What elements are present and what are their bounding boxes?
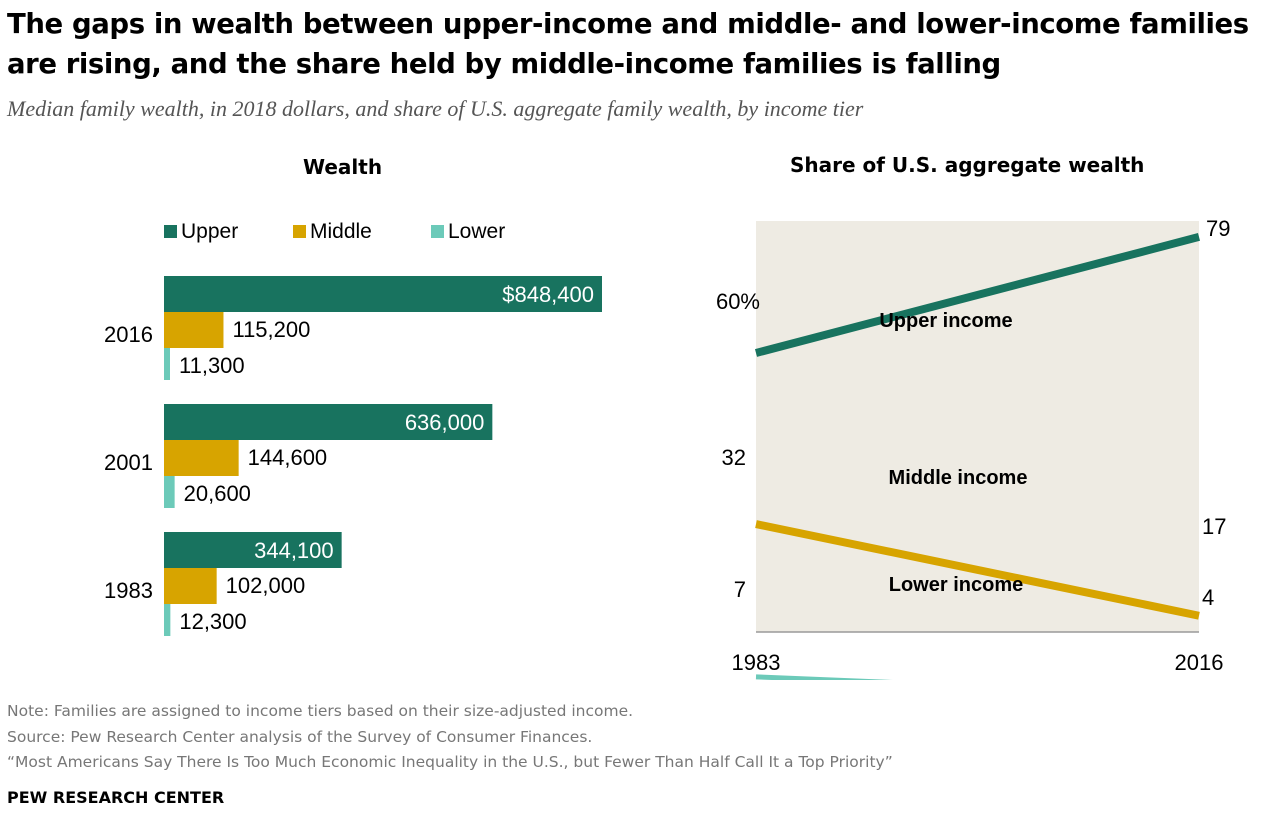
series-label-lower: Lower income bbox=[889, 574, 1023, 596]
bar-middle bbox=[164, 568, 217, 604]
wealth-panel-title: Wealth bbox=[303, 155, 383, 179]
chart-title: The gaps in wealth between upper-income … bbox=[7, 8, 1249, 80]
report-title-text: “Most Americans Say There Is Too Much Ec… bbox=[7, 753, 893, 771]
plot-background bbox=[756, 221, 1199, 632]
legend-item-lower: Lower bbox=[431, 219, 505, 245]
bar-value-label: 636,000 bbox=[405, 410, 485, 435]
line-start-value: 7 bbox=[734, 577, 746, 602]
bar-value-label: 11,300 bbox=[179, 353, 245, 378]
bar-lower bbox=[164, 604, 171, 636]
share-panel-title: Share of U.S. aggregate wealth bbox=[790, 153, 1145, 177]
bar-middle bbox=[164, 312, 224, 348]
notes: Note: Families are assigned to income ti… bbox=[7, 699, 893, 776]
bar-lower bbox=[164, 476, 175, 508]
x-tick-label: 2016 bbox=[1175, 650, 1224, 675]
note-text: Note: Families are assigned to income ti… bbox=[7, 702, 634, 720]
line-end-value: 17 bbox=[1202, 514, 1226, 539]
line-end-value: 79 bbox=[1206, 216, 1230, 241]
legend-swatch-middle bbox=[293, 225, 306, 238]
bar-upper bbox=[164, 404, 493, 440]
wealth-bar-chart: 2016 $848,400 115,200 11,300 2001 636,000 144,… bbox=[104, 276, 602, 636]
bar-category-label: 2001 bbox=[104, 450, 153, 475]
line-middle bbox=[755, 520, 1200, 620]
bar-category-label: 2016 bbox=[104, 322, 153, 347]
line-start-value: 60% bbox=[716, 289, 760, 314]
line-upper bbox=[754, 233, 1201, 357]
bar-value-label: 344,100 bbox=[254, 538, 334, 563]
share-line-chart: Upper income 60% 79 Middle income 32 17 Lower … bbox=[716, 216, 1230, 680]
legend-item-middle: Middle bbox=[293, 219, 372, 245]
bar-value-label: 144,600 bbox=[248, 445, 328, 470]
legend-label-lower: Lower bbox=[448, 220, 506, 243]
bar-category-label: 1983 bbox=[104, 578, 153, 603]
series-label-middle: Middle income bbox=[889, 467, 1028, 489]
line-start-value: 32 bbox=[722, 445, 746, 470]
line-end-value: 4 bbox=[1202, 585, 1214, 610]
bar-value-label: 12,300 bbox=[179, 609, 246, 634]
x-tick-label: 1983 bbox=[732, 650, 781, 675]
bar-value-label: 115,200 bbox=[232, 317, 310, 342]
source-text: Source: Pew Research Center analysis of … bbox=[7, 727, 593, 746]
chart-subtitle: Median family wealth, in 2018 dollars, a… bbox=[7, 96, 864, 121]
line-lower bbox=[755, 674, 894, 680]
bar-value-label: 20,600 bbox=[184, 481, 251, 506]
bar-value-label: 102,000 bbox=[226, 573, 306, 598]
pew-logo-text: PEW RESEARCH CENTER bbox=[7, 788, 225, 807]
bar-middle bbox=[164, 440, 239, 476]
legend-swatch-lower bbox=[431, 225, 444, 238]
series-label-upper: Upper income bbox=[879, 310, 1012, 332]
legend-label-upper: Upper bbox=[181, 220, 239, 243]
bar-upper bbox=[164, 276, 602, 312]
bar-lower bbox=[164, 348, 170, 380]
bar-upper bbox=[164, 532, 342, 568]
bar-value-label: $848,400 bbox=[502, 282, 594, 307]
legend-item-upper: Upper bbox=[164, 219, 238, 245]
legend-swatch-upper bbox=[164, 225, 177, 238]
legend-label-middle: Middle bbox=[310, 220, 372, 243]
